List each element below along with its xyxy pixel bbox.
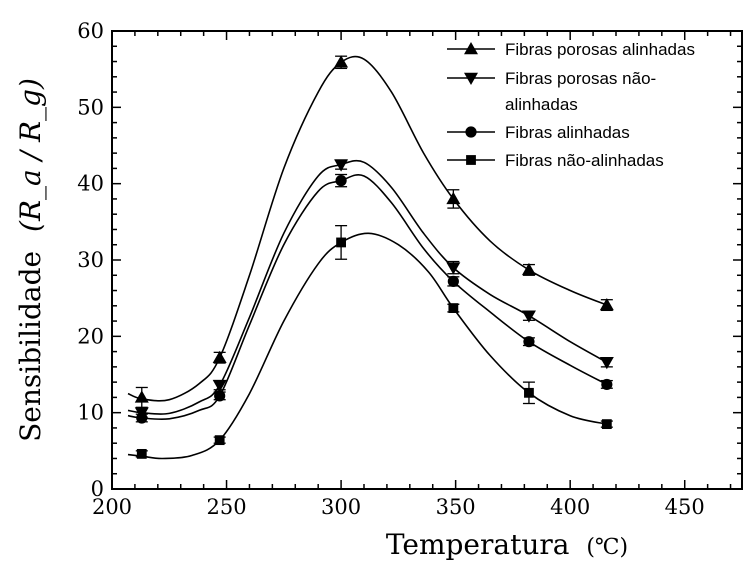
x-tick-label: 200 bbox=[92, 495, 132, 519]
series-4-point bbox=[524, 387, 534, 398]
y-axis-title: Sensibilidade (R_a / R_g) bbox=[14, 78, 47, 442]
legend: Fibras porosas alinhadas Fibras porosas n… bbox=[447, 40, 695, 170]
series-2-point bbox=[521, 310, 536, 323]
series-3-point bbox=[523, 336, 535, 348]
series-4-point bbox=[214, 435, 225, 446]
series-2-point bbox=[599, 357, 614, 370]
series-1-point bbox=[446, 191, 461, 205]
series-1-point bbox=[134, 390, 149, 403]
series-curves bbox=[127, 55, 608, 460]
legend-marker-4 bbox=[466, 155, 476, 165]
series-2-curve bbox=[127, 159, 608, 415]
y-tick-label: 50 bbox=[77, 95, 104, 119]
x-tick-label: 300 bbox=[321, 495, 361, 519]
series-3-point bbox=[335, 175, 347, 187]
series-1-point bbox=[599, 298, 614, 311]
x-tick-label: 400 bbox=[550, 495, 590, 519]
x-tick-label: 350 bbox=[436, 495, 476, 519]
series-1-point bbox=[521, 262, 536, 276]
series-3-point bbox=[136, 412, 148, 424]
series-4-point bbox=[448, 303, 459, 313]
legend-marker-2 bbox=[464, 72, 478, 85]
series-2-point bbox=[334, 159, 349, 172]
plot-frame bbox=[111, 30, 743, 490]
series-1-point bbox=[334, 55, 349, 68]
x-tick-label: 450 bbox=[665, 495, 705, 519]
legend-label-2: Fibras porosas não- bbox=[505, 69, 656, 88]
series-4-point bbox=[136, 448, 147, 459]
series-4-point bbox=[601, 419, 612, 430]
x-tick-label: 250 bbox=[206, 495, 246, 519]
legend-label-3: Fibras alinhadas bbox=[505, 123, 630, 142]
series-3-point bbox=[447, 275, 459, 287]
legend-label-2: alinhadas bbox=[505, 95, 578, 114]
legend-label-4: Fibras não-alinhadas bbox=[505, 151, 664, 170]
y-tick-label: 10 bbox=[77, 401, 104, 425]
ticks: 200 250 300 350 400 450 0 10 20 30 40 50 60 bbox=[77, 19, 742, 519]
series-2-point bbox=[446, 262, 461, 275]
y-axis-label: Sensibilidade bbox=[14, 251, 47, 442]
legend-marker-1 bbox=[464, 42, 478, 55]
series-2-point bbox=[212, 379, 227, 393]
series-1-point bbox=[212, 350, 227, 363]
x-axis-label: Temperatura bbox=[386, 528, 570, 561]
x-axis-title: Temperatura (℃) bbox=[386, 528, 628, 561]
series-3-point bbox=[601, 378, 613, 391]
y-tick-label: 60 bbox=[77, 19, 104, 43]
y-tick-label: 20 bbox=[77, 324, 104, 348]
series-4-point bbox=[336, 237, 346, 248]
y-axis-formula: (R_a / R_g) bbox=[14, 78, 47, 232]
y-tick-label: 0 bbox=[91, 477, 104, 501]
legend-label-1: Fibras porosas alinhadas bbox=[505, 40, 695, 59]
legend-marker-3 bbox=[465, 126, 477, 138]
y-tick-label: 30 bbox=[77, 248, 104, 272]
series-3-point bbox=[214, 390, 226, 402]
x-axis-unit: (℃) bbox=[586, 535, 628, 560]
y-tick-label: 40 bbox=[77, 172, 104, 196]
series-markers bbox=[134, 55, 614, 459]
